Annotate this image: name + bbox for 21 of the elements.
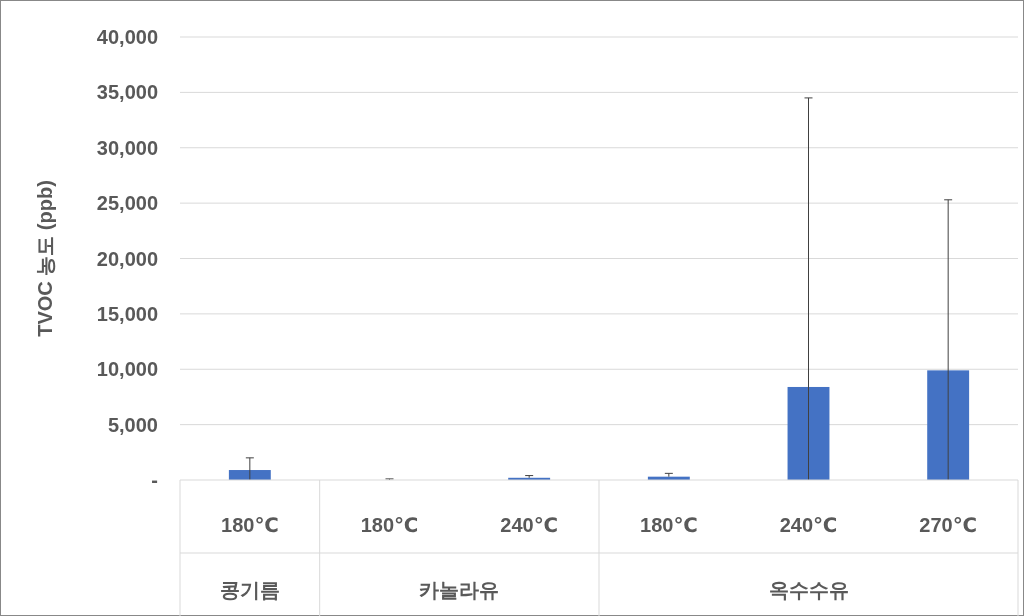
y-tick-label: 20,000	[96, 247, 158, 270]
bar	[927, 370, 970, 480]
y-tick-label: 35,000	[96, 81, 158, 104]
x-tick-label: 180℃	[221, 514, 279, 536]
y-tick-label: -	[151, 469, 158, 491]
text: 옥수수유	[768, 579, 849, 601]
x-tick-label: 180℃	[360, 514, 419, 536]
y-tick-label: 10,000	[96, 358, 158, 381]
text: 카놀라유	[419, 579, 500, 601]
y-tick-label: 5,000	[107, 413, 158, 436]
y-tick-label: 30,000	[96, 136, 158, 159]
y-tick-label: 15,000	[96, 302, 158, 325]
x-tick-label: 240℃	[500, 514, 558, 536]
x-tick-label: 180℃	[640, 514, 698, 536]
y-tick-label: 25,000	[96, 192, 158, 215]
x-tick-label: 270℃	[919, 514, 977, 536]
y-tick-label: 40,000	[96, 26, 158, 48]
y-axis-title: TVOC 농도 (ppb)	[34, 180, 56, 337]
x-tick-label: 240℃	[779, 514, 838, 536]
text: 콩기름	[219, 579, 280, 601]
bar	[787, 386, 830, 480]
